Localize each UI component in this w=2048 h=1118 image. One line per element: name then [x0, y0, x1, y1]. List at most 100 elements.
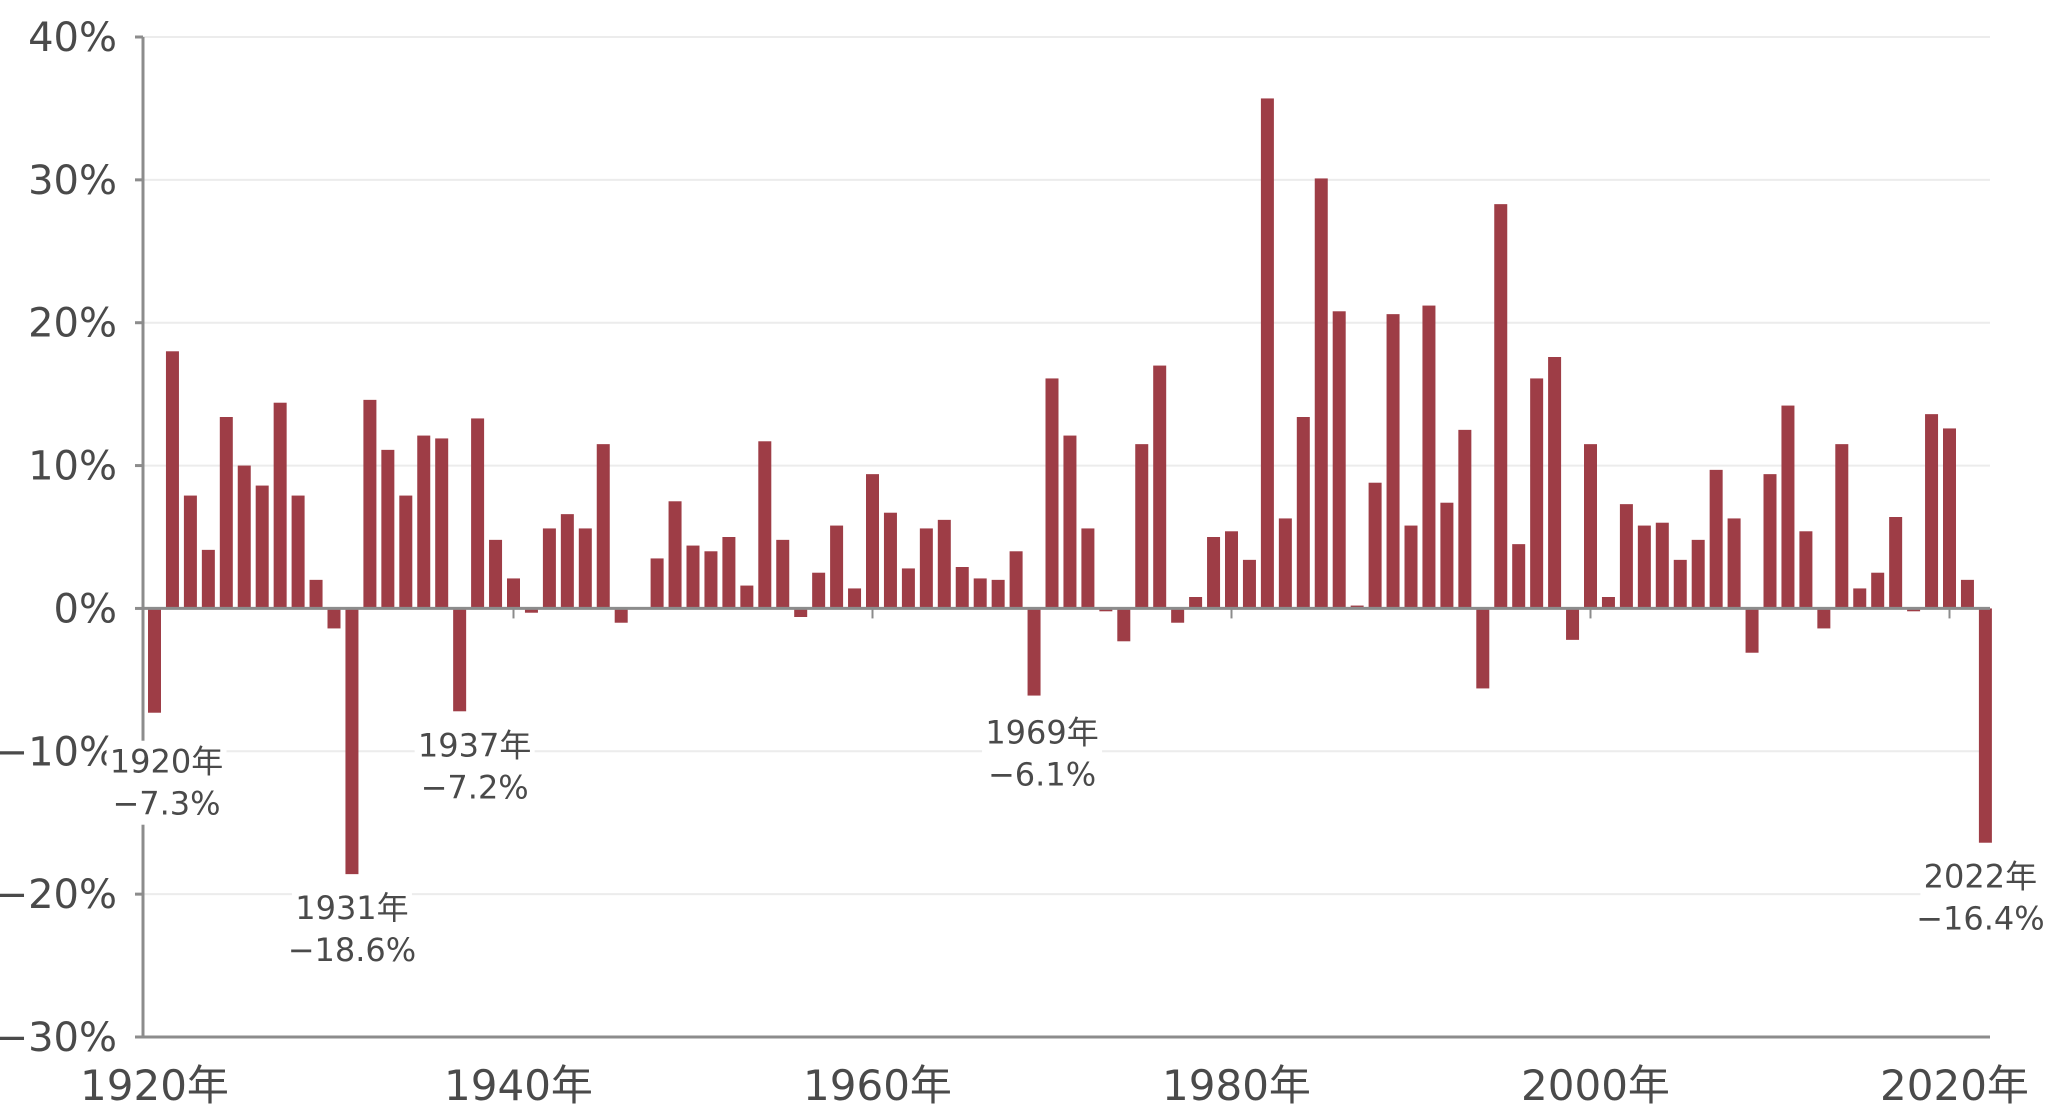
- annotation-value: −18.6%: [288, 931, 416, 969]
- annotation-year: 1920年: [110, 743, 223, 781]
- bar-1959: [848, 588, 862, 609]
- bar-2000: [1584, 444, 1597, 609]
- bar-1989: [1386, 314, 1400, 609]
- bar-1946: [614, 608, 628, 623]
- x-axis: 1920年 1940年 1960年 1980年 2000年 2020年: [80, 1035, 2029, 1110]
- bar-1945: [596, 444, 610, 609]
- bar-1927: [273, 402, 287, 609]
- bar-1962: [901, 568, 915, 609]
- bar-1982: [1260, 98, 1274, 609]
- bar-1974: [1117, 608, 1131, 642]
- bar-1984: [1296, 417, 1310, 609]
- bar-2005: [1673, 559, 1687, 609]
- bar-1955: [776, 539, 790, 609]
- bar-1979: [1207, 537, 1221, 609]
- x-tick-label: 1960年: [803, 1061, 952, 1110]
- annotation-value: −6.1%: [988, 756, 1096, 794]
- bar-1933: [381, 449, 395, 609]
- x-tick-label: 2000年: [1521, 1061, 1670, 1110]
- annotation-value: −7.2%: [421, 768, 529, 806]
- bar-1981: [1242, 559, 1256, 609]
- bar-1948: [650, 558, 664, 609]
- bar-1961: [883, 512, 897, 609]
- bar-1921: [165, 351, 179, 609]
- bar-1942: [542, 528, 556, 609]
- bar-1980: [1225, 531, 1238, 609]
- bar-1978: [1189, 597, 1203, 609]
- bar-1983: [1278, 518, 1292, 609]
- bar-1954: [758, 441, 772, 609]
- annotation-1969: 1969年 −6.1%: [982, 711, 1103, 796]
- bar-2010: [1763, 474, 1777, 609]
- x-tick-label: 1940年: [444, 1061, 593, 1110]
- bar-2021: [1960, 579, 1974, 609]
- bar-1956: [794, 608, 808, 617]
- bar-1923: [201, 549, 215, 609]
- bar-1936: [435, 438, 449, 609]
- annotation-background: [291, 887, 412, 972]
- annotation-background: [982, 711, 1103, 796]
- bar-1928: [291, 495, 305, 609]
- bar-2008: [1727, 518, 1741, 609]
- bar-2017: [1889, 517, 1903, 609]
- annotation-value: −7.3%: [112, 785, 220, 823]
- bar-2013: [1817, 608, 1831, 629]
- y-tick-label: 0%: [54, 586, 117, 632]
- bar-1924: [219, 417, 233, 609]
- bar-1951: [704, 551, 718, 609]
- annotation-background: [414, 724, 535, 809]
- bar-2012: [1799, 531, 1813, 609]
- bar-1929: [309, 579, 323, 609]
- bar-1926: [255, 485, 269, 609]
- annotation-value: −16.4%: [1916, 900, 2044, 938]
- bar-1960: [866, 474, 879, 609]
- bar-2007: [1709, 469, 1723, 609]
- annotation-year: 1969年: [985, 714, 1098, 752]
- bar-1997: [1530, 378, 1544, 609]
- bar-1999: [1566, 608, 1580, 640]
- x-tick-label: 1980年: [1162, 1061, 1311, 1110]
- annotation-2022: 2022年 −16.4%: [1916, 855, 2045, 940]
- annotation-1920: 1920年 −7.3%: [106, 740, 227, 825]
- annotation-background: [1920, 855, 2041, 940]
- y-tick-label: 10%: [28, 444, 117, 490]
- y-tick-label: 20%: [28, 301, 117, 347]
- bar-1970: [1045, 378, 1059, 609]
- bar-2001: [1601, 597, 1615, 609]
- bar-1958: [830, 525, 844, 609]
- bar-1998: [1548, 357, 1562, 609]
- annotation-1931: 1931年 −18.6%: [288, 887, 416, 972]
- y-tick-label: 30%: [28, 158, 117, 204]
- bar-1990: [1404, 525, 1418, 609]
- bar-1938: [471, 418, 485, 609]
- bar-2019: [1925, 414, 1939, 609]
- bar-1996: [1512, 544, 1526, 609]
- bar-1969: [1027, 608, 1041, 696]
- bar-1971: [1063, 435, 1077, 609]
- bar-1953: [740, 585, 754, 609]
- bar-1932: [363, 399, 377, 609]
- bar-1943: [560, 514, 574, 609]
- bar-2020: [1943, 428, 1956, 609]
- annotation-year: 1937年: [418, 726, 531, 764]
- y-axis: 40% 30% 20% 10% 0% −10% −20% −30%: [0, 15, 145, 1061]
- bar-2003: [1637, 525, 1651, 609]
- bar-2016: [1871, 572, 1885, 609]
- annotation-year: 2022年: [1924, 858, 2037, 896]
- bar-2022: [1978, 608, 1992, 843]
- bar-1939: [489, 539, 503, 609]
- bar-1941: [524, 608, 538, 613]
- bar-1988: [1368, 482, 1382, 609]
- bar-1994: [1476, 608, 1490, 689]
- bar-1964: [937, 519, 951, 609]
- bar-2009: [1745, 608, 1759, 653]
- bar-1985: [1314, 178, 1328, 609]
- bar-1930: [327, 608, 341, 629]
- y-tick-label: −30%: [0, 1015, 117, 1061]
- bar-2004: [1655, 522, 1669, 609]
- bar-1931: [345, 608, 359, 875]
- annotation-year: 1931年: [295, 889, 408, 927]
- bar-1949: [668, 501, 682, 609]
- bar-1991: [1422, 305, 1436, 609]
